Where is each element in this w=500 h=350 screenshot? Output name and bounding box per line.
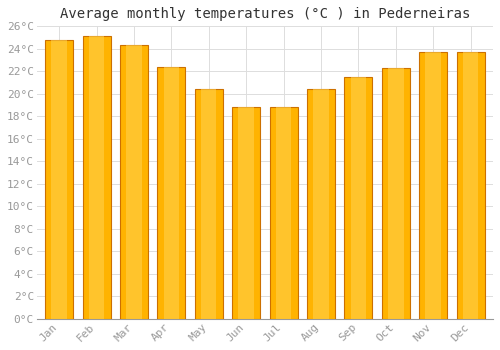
Bar xyxy=(45,40,73,319)
Bar xyxy=(52,40,67,319)
Bar xyxy=(344,77,372,319)
Bar xyxy=(350,77,366,319)
Bar xyxy=(426,52,441,319)
Bar xyxy=(388,68,404,319)
Bar xyxy=(82,36,110,319)
Bar xyxy=(276,107,291,319)
Bar xyxy=(307,89,335,319)
Title: Average monthly temperatures (°C ) in Pederneiras: Average monthly temperatures (°C ) in Pe… xyxy=(60,7,470,21)
Bar xyxy=(89,36,104,319)
Bar xyxy=(382,68,410,319)
Bar xyxy=(126,46,142,319)
Bar xyxy=(463,52,478,319)
Bar xyxy=(238,107,254,319)
Bar xyxy=(419,52,447,319)
Bar xyxy=(314,89,328,319)
Bar xyxy=(270,107,297,319)
Bar xyxy=(195,89,223,319)
Bar xyxy=(158,67,186,319)
Bar xyxy=(201,89,216,319)
Bar xyxy=(232,107,260,319)
Bar xyxy=(456,52,484,319)
Bar xyxy=(164,67,179,319)
Bar xyxy=(120,46,148,319)
